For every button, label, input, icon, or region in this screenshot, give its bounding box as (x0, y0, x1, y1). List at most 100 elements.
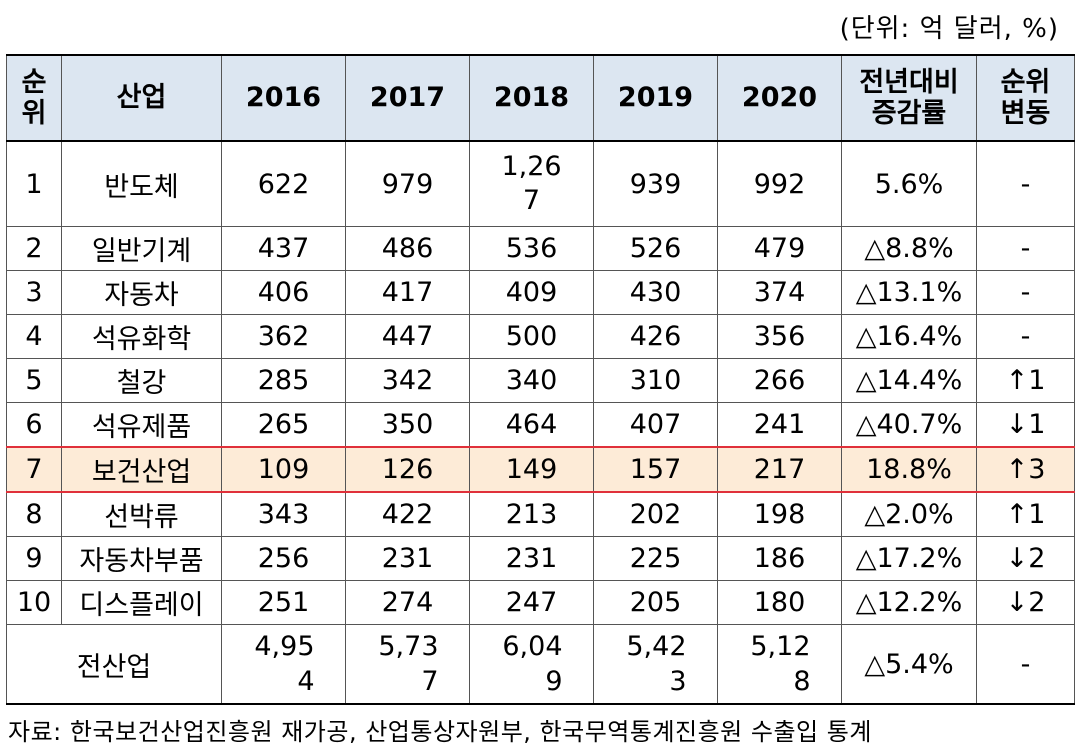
cell-rank-change: ↑1 (976, 491, 1075, 537)
cell-value-2020: 180 (717, 580, 842, 625)
table-row: 3 자동차 406 417 409 430 374 △13.1% - (6, 270, 1075, 315)
table-row: 1 반도체 622 979 1,267 939 992 5.6% - (6, 140, 1075, 227)
header-year-2020: 2020 (717, 54, 842, 142)
cell-industry: 석유제품 (61, 402, 222, 448)
cell-value-2016: 109 (221, 446, 346, 493)
cell-change: △16.4% (841, 314, 977, 359)
cell-value-2019: 202 (593, 491, 718, 537)
cell-value-2016: 285 (221, 358, 346, 403)
total-rank-change: - (976, 624, 1075, 705)
cell-value-2017: 417 (345, 270, 470, 315)
cell-change: 18.8% (841, 446, 977, 493)
cell-value-2020: 198 (717, 491, 842, 537)
cell-value-2016: 256 (221, 536, 346, 581)
export-ranking-table: 순위 산업 2016 2017 2018 2019 2020 전년대비 증감률 … (6, 54, 1075, 705)
table-row: 9 자동차부품 256 231 231 225 186 △17.2% ↓2 (6, 536, 1075, 581)
total-value-2019: 5,423 (593, 624, 718, 705)
header-year-2018: 2018 (469, 54, 594, 142)
cell-rank-change: - (976, 226, 1075, 271)
cell-value-2020: 374 (717, 270, 842, 315)
cell-industry: 보건산업 (61, 446, 222, 493)
cell-rank-change: ↑1 (976, 358, 1075, 403)
cell-value-2018: 231 (469, 536, 594, 581)
unit-label: (단위: 억 달러, %) (839, 14, 1059, 44)
cell-value-2019: 225 (593, 536, 718, 581)
cell-change: △13.1% (841, 270, 977, 315)
table-row: 5 철강 285 342 340 310 266 △14.4% ↑1 (6, 358, 1075, 403)
table-row: 8 선박류 343 422 213 202 198 △2.0% ↑1 (6, 491, 1075, 537)
cell-rank: 7 (6, 446, 62, 493)
cell-change: △14.4% (841, 358, 977, 403)
cell-rank: 8 (6, 491, 62, 537)
table-row: 2 일반기계 437 486 536 526 479 △8.8% - (6, 226, 1075, 271)
cell-value-2018: 500 (469, 314, 594, 359)
cell-value-2018: 247 (469, 580, 594, 625)
header-rank: 순위 (6, 54, 62, 142)
source-note: 자료: 한국보건산업진흥원 재가공, 산업통상자원부, 한국무역통계진흥원 수출… (8, 718, 872, 746)
cell-rank-change: ↑3 (976, 446, 1075, 493)
cell-change: △17.2% (841, 536, 977, 581)
cell-value-2017: 447 (345, 314, 470, 359)
header-industry: 산업 (61, 54, 222, 142)
cell-change: △12.2% (841, 580, 977, 625)
total-value-2020: 5,128 (717, 624, 842, 705)
table-row: 6 석유제품 265 350 464 407 241 △40.7% ↓1 (6, 402, 1075, 448)
header-rank-change: 순위 변동 (976, 54, 1075, 142)
cell-value-2016: 251 (221, 580, 346, 625)
cell-value-2016: 343 (221, 491, 346, 537)
cell-rank: 5 (6, 358, 62, 403)
cell-rank: 2 (6, 226, 62, 271)
cell-rank-change: - (976, 270, 1075, 315)
total-row: 전산업 4,954 5,737 6,049 5,423 5,128 △5.4% - (6, 624, 1075, 705)
cell-value-2016: 622 (221, 140, 346, 227)
cell-value-2017: 486 (345, 226, 470, 271)
header-year-2019: 2019 (593, 54, 718, 142)
cell-value-2019: 310 (593, 358, 718, 403)
cell-industry: 자동차 (61, 270, 222, 315)
cell-change: △8.8% (841, 226, 977, 271)
total-value-2017: 5,737 (345, 624, 470, 705)
header-year-2017: 2017 (345, 54, 470, 142)
cell-value-2017: 350 (345, 402, 470, 448)
cell-value-2018: 464 (469, 402, 594, 448)
cell-rank: 10 (6, 580, 62, 625)
cell-value-2019: 426 (593, 314, 718, 359)
cell-value-2017: 422 (345, 491, 470, 537)
cell-value-2017: 231 (345, 536, 470, 581)
total-value-2018: 6,049 (469, 624, 594, 705)
cell-value-2020: 241 (717, 402, 842, 448)
cell-value-2018: 1,267 (469, 140, 594, 227)
cell-industry: 반도체 (61, 140, 222, 227)
cell-industry: 철강 (61, 358, 222, 403)
total-label: 전산업 (6, 624, 222, 705)
cell-value-2017: 126 (345, 446, 470, 493)
cell-value-2018: 536 (469, 226, 594, 271)
cell-industry: 선박류 (61, 491, 222, 537)
cell-industry: 디스플레이 (61, 580, 222, 625)
cell-value-2020: 992 (717, 140, 842, 227)
cell-value-2017: 342 (345, 358, 470, 403)
header-change: 전년대비 증감률 (841, 54, 977, 142)
header-row: 순위 산업 2016 2017 2018 2019 2020 전년대비 증감률 … (6, 54, 1075, 142)
cell-rank-change: ↓1 (976, 402, 1075, 448)
cell-value-2019: 157 (593, 446, 718, 493)
cell-value-2020: 479 (717, 226, 842, 271)
cell-value-2020: 217 (717, 446, 842, 493)
cell-value-2019: 407 (593, 402, 718, 448)
cell-change: 5.6% (841, 140, 977, 227)
cell-rank: 9 (6, 536, 62, 581)
cell-value-2019: 430 (593, 270, 718, 315)
table-row: 10 디스플레이 251 274 247 205 180 △12.2% ↓2 (6, 580, 1075, 625)
cell-change: △2.0% (841, 491, 977, 537)
cell-rank-change: ↓2 (976, 536, 1075, 581)
cell-value-2016: 265 (221, 402, 346, 448)
cell-rank-change: - (976, 314, 1075, 359)
cell-value-2018: 340 (469, 358, 594, 403)
cell-value-2020: 186 (717, 536, 842, 581)
cell-value-2019: 205 (593, 580, 718, 625)
cell-change: △40.7% (841, 402, 977, 448)
cell-rank-change: - (976, 140, 1075, 227)
cell-value-2016: 406 (221, 270, 346, 315)
cell-rank: 6 (6, 402, 62, 448)
cell-value-2018: 213 (469, 491, 594, 537)
